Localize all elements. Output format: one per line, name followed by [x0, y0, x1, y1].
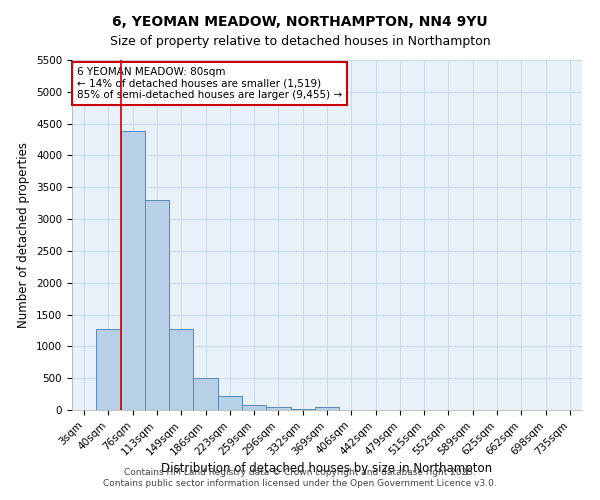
Text: Size of property relative to detached houses in Northampton: Size of property relative to detached ho…: [110, 35, 490, 48]
Bar: [169, 328, 193, 410]
Bar: [193, 378, 218, 410]
Bar: [290, 408, 315, 410]
Text: Contains HM Land Registry data © Crown copyright and database right 2025.
Contai: Contains HM Land Registry data © Crown c…: [103, 468, 497, 487]
Bar: [242, 405, 266, 410]
Text: 6 YEOMAN MEADOW: 80sqm
← 14% of detached houses are smaller (1,519)
85% of semi-: 6 YEOMAN MEADOW: 80sqm ← 14% of detached…: [77, 67, 342, 100]
Y-axis label: Number of detached properties: Number of detached properties: [17, 142, 31, 328]
Bar: [315, 407, 339, 410]
Text: 6, YEOMAN MEADOW, NORTHAMPTON, NN4 9YU: 6, YEOMAN MEADOW, NORTHAMPTON, NN4 9YU: [112, 15, 488, 29]
Bar: [266, 407, 290, 410]
Bar: [121, 132, 145, 410]
Bar: [218, 396, 242, 410]
Bar: [96, 329, 121, 410]
Bar: [145, 200, 169, 410]
X-axis label: Distribution of detached houses by size in Northampton: Distribution of detached houses by size …: [161, 462, 493, 475]
